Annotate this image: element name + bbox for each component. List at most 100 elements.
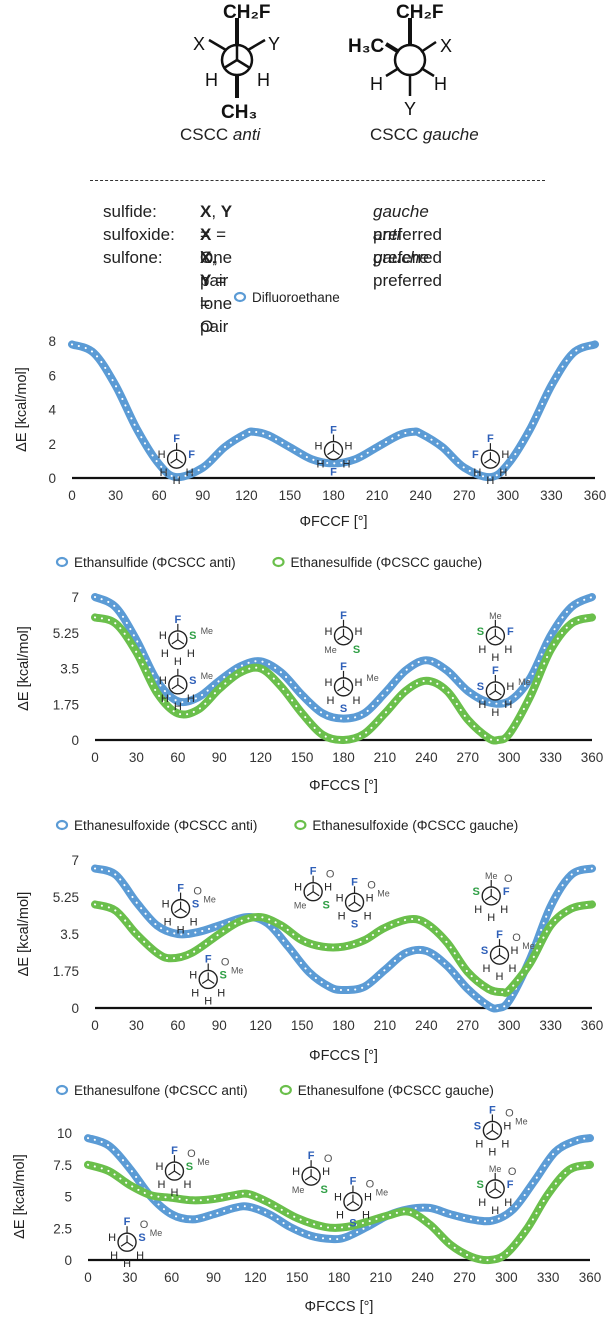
chart-legend: Ethansulfide (ΦCSCC anti) Ethanesulfide (… bbox=[55, 555, 482, 570]
inset-label-lower-left: H bbox=[338, 910, 346, 922]
x-tick-label: 30 bbox=[129, 750, 144, 765]
bond-line bbox=[346, 1201, 354, 1207]
y-axis-label: ΔE [kcal/mol] bbox=[16, 892, 32, 977]
bond-line bbox=[126, 1241, 134, 1247]
inset-label-methyl: Me bbox=[376, 1188, 389, 1198]
inset-label-left: H bbox=[292, 1166, 300, 1178]
y-tick-label: 3.5 bbox=[60, 662, 79, 677]
legend-label: Difluoroethane bbox=[252, 290, 340, 305]
inset-label-lower-right: H bbox=[190, 917, 198, 929]
x-tick-label: 300 bbox=[498, 1018, 521, 1033]
inset-label-lower-right: H bbox=[501, 1138, 509, 1150]
bond-line bbox=[352, 1201, 360, 1207]
newman-inset-4: MeS FH HH bbox=[477, 611, 514, 664]
inset-label-top: F bbox=[310, 866, 317, 878]
inset-label-lower-right: S bbox=[322, 900, 329, 912]
x-tick-label: 60 bbox=[170, 750, 185, 765]
chart-legend: Ethanesulfone (ΦCSCC anti) Ethanesulfone … bbox=[55, 1083, 494, 1098]
inset-label-left: H bbox=[334, 1192, 342, 1204]
bond-line bbox=[354, 901, 361, 907]
newman-gauche-right: X bbox=[440, 36, 452, 56]
x-tick-label: 60 bbox=[170, 1018, 185, 1033]
inset-label-lower-left: H bbox=[161, 693, 169, 705]
inset-label-oxygen: O bbox=[366, 1179, 375, 1191]
newman-anti-bottom: CH₃ bbox=[221, 102, 257, 123]
inset-label-lower-left: H bbox=[157, 1179, 165, 1191]
newman-projection-gauche: CH₂F H₃C X H H Y bbox=[348, 2, 452, 119]
inset-label-lower-left: H bbox=[474, 904, 482, 916]
inset-label-left: S bbox=[473, 886, 480, 898]
x-axis-label: ΦFCCS [°] bbox=[309, 1048, 378, 1064]
inset-label-lower-left: H bbox=[161, 648, 169, 660]
x-tick-label: 180 bbox=[332, 1018, 355, 1033]
x-tick-label: 270 bbox=[453, 1270, 476, 1285]
inset-label-methyl: Me bbox=[150, 1228, 163, 1238]
newman-gauche-lower-left: H bbox=[370, 74, 383, 94]
bond-line bbox=[495, 635, 502, 641]
x-tick-label: 360 bbox=[581, 1018, 604, 1033]
legend-marker bbox=[55, 1084, 69, 1096]
inset-label-top: F bbox=[205, 953, 212, 965]
inset-label-lower-left: H bbox=[473, 467, 481, 479]
series-line-0 bbox=[91, 864, 596, 1013]
inset-label-lower-left: H bbox=[327, 695, 335, 707]
bond-line bbox=[171, 684, 179, 690]
inset-label-lower-left: Me bbox=[292, 1185, 305, 1195]
inset-label-bottom: H bbox=[123, 1258, 131, 1270]
x-tick-label: 120 bbox=[249, 1018, 272, 1033]
inset-label-methyl: Me bbox=[197, 1157, 210, 1167]
inset-label-bottom: H bbox=[170, 1187, 178, 1199]
inset-label-left: H bbox=[155, 1161, 163, 1173]
dashed-divider bbox=[90, 180, 545, 181]
inset-label-methyl: Me bbox=[515, 1116, 528, 1126]
legend-marker bbox=[272, 556, 285, 568]
inset-label-lower-left: Me bbox=[294, 901, 307, 911]
bond-line bbox=[120, 1241, 128, 1247]
inset-label-left: H bbox=[294, 882, 302, 894]
inset-label-bottom: H bbox=[204, 995, 212, 1007]
inset-label-lower-left: H bbox=[191, 987, 199, 999]
bond-line bbox=[170, 458, 177, 464]
inset-label-oxygen: O bbox=[187, 1148, 196, 1160]
inset-label-lower-left: H bbox=[478, 699, 486, 711]
newman-inset-4: MeS FH HHO bbox=[473, 871, 513, 924]
inset-label-methyl: Me bbox=[366, 673, 379, 683]
inset-label-left: H bbox=[108, 1232, 116, 1244]
newman-gauche-bottom: Y bbox=[404, 99, 416, 119]
newman-anti-lower-left: H bbox=[205, 70, 218, 90]
y-tick-label: 1.75 bbox=[53, 964, 79, 979]
x-tick-label: 180 bbox=[328, 1270, 351, 1285]
x-tick-label: 30 bbox=[129, 1018, 144, 1033]
inset-label-left: H bbox=[189, 969, 197, 981]
inset-label-methyl: Me bbox=[203, 895, 216, 905]
inset-label-methyl: Me bbox=[201, 671, 214, 681]
y-tick-label: 5 bbox=[64, 1190, 72, 1205]
inset-label-bottom: H bbox=[486, 475, 494, 487]
inset-label-top: Me bbox=[489, 1164, 502, 1174]
x-tick-label: 0 bbox=[68, 488, 76, 503]
inset-label-left: H bbox=[159, 630, 167, 642]
y-tick-label: 8 bbox=[48, 334, 56, 349]
x-tick-label: 150 bbox=[279, 488, 302, 503]
x-tick-label: 90 bbox=[212, 750, 227, 765]
legend-label: Ethanesulfone (ΦCSCC gauche) bbox=[298, 1083, 494, 1098]
inset-label-right: S bbox=[220, 969, 227, 981]
bond-line bbox=[171, 639, 179, 645]
bond-line bbox=[310, 1175, 318, 1181]
newman-anti-top: CH₂F bbox=[223, 2, 271, 23]
inset-label-top: F bbox=[340, 661, 347, 673]
inset-label-bottom: H bbox=[491, 1205, 499, 1217]
inset-label-top: F bbox=[330, 425, 337, 437]
inset-label-oxygen: O bbox=[140, 1219, 149, 1231]
inset-label-lower-left: Me bbox=[324, 645, 337, 655]
inset-label-left: H bbox=[158, 449, 166, 461]
bond-line bbox=[489, 635, 496, 641]
y-axis-label: ΔE [kcal/mol] bbox=[16, 626, 32, 711]
